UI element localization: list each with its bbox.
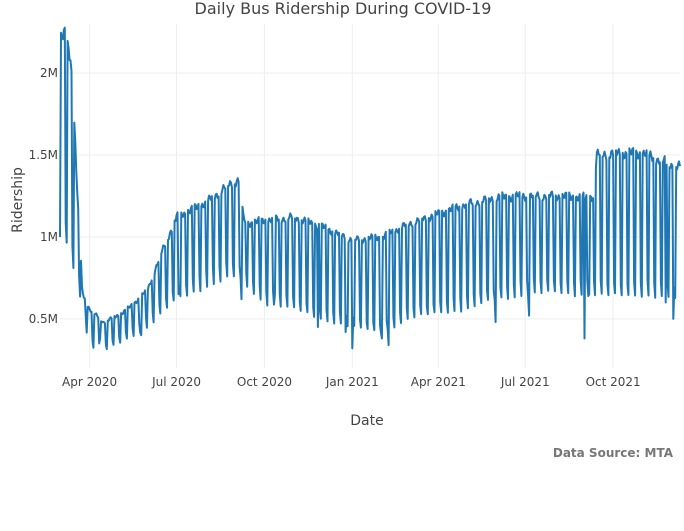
plot-area <box>59 26 681 351</box>
data-source-note: Data Source: MTA <box>553 446 674 460</box>
axis-ticks: Apr 2020 Jul 2020 Oct 2020 Jan 2021 Apr 2021… <box>29 66 641 389</box>
x-tick-label: Oct 2020 <box>237 375 292 389</box>
y-tick-label: 1.5M <box>29 148 58 162</box>
x-tick-label: Oct 2021 <box>586 375 641 389</box>
x-tick-label: Jul 2020 <box>151 375 201 389</box>
chart-title: Daily Bus Ridership During COVID-19 <box>195 0 492 18</box>
y-axis-title: Ridership <box>10 167 26 233</box>
x-tick-label: Jan 2021 <box>325 375 379 389</box>
x-axis-title: Date <box>350 413 383 429</box>
y-tick-label: 0.5M <box>29 312 58 326</box>
x-tick-label: Apr 2021 <box>411 375 466 389</box>
ridership-series-line <box>59 26 681 351</box>
y-tick-label: 1M <box>40 230 58 244</box>
x-tick-label: Apr 2020 <box>62 375 117 389</box>
y-tick-label: 2M <box>40 66 58 80</box>
x-tick-label: Jul 2021 <box>500 375 550 389</box>
